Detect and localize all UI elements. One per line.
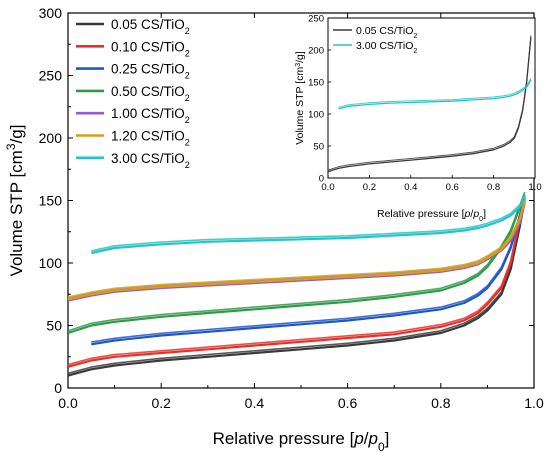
main-series-group	[68, 191, 526, 377]
y-tick-label: 300	[39, 5, 63, 21]
main-plot: 0.0 0.2 0.4 0.6 0.8 1.0 0 50 100 150 200 250 300 Rela…	[4, 5, 544, 454]
series-desorption-3-00-cs-tio2	[91, 194, 526, 252]
inset-x-tick-label: 0.2	[363, 182, 376, 193]
inset-y-tick-label: 50	[313, 142, 324, 153]
inset-series-group	[328, 35, 532, 173]
inset-x-axis-title: Relative pressure [p/p0]	[377, 208, 486, 223]
main-legend: 0.05 CS/TiO2 0.10 CS/TiO2 0.25 CS/TiO2 0.50…	[76, 17, 190, 170]
inset-legend-label: 3.00 CS/TiO2	[356, 40, 417, 55]
legend-label: 0.10 CS/TiO2	[111, 39, 190, 58]
y-tick-label: 250	[39, 68, 63, 84]
y-tick-label: 100	[39, 255, 63, 271]
inset-series-line-3-00-cs-tio2	[338, 79, 532, 110]
series-desorption-1-20-cs-tio2	[68, 198, 526, 298]
inset-y-tick-label: 200	[308, 46, 324, 57]
legend-label: 3.00 CS/TiO2	[111, 151, 190, 170]
series-line-0-10-cs-tio2	[68, 197, 526, 368]
series-desorption-0-25-cs-tio2	[91, 195, 526, 343]
series-line-1-20-cs-tio2	[68, 200, 526, 301]
series-desorption-0-05-cs-tio2	[68, 198, 526, 375]
legend-label: 0.05 CS/TiO2	[111, 17, 190, 36]
inset-y-tick-label: 100	[308, 110, 324, 121]
inset-y-tick-label: 0	[319, 174, 324, 185]
inset-series-desorption-3-00-cs-tio2	[338, 78, 532, 108]
legend-label: 1.00 CS/TiO2	[111, 106, 190, 125]
series-desorption-0-50-cs-tio2	[68, 191, 526, 332]
legend-label: 1.20 CS/TiO2	[111, 129, 190, 148]
inset-y-tick-label: 150	[308, 78, 324, 89]
x-tick-label: 0.2	[151, 395, 171, 411]
inset-x-tick-label: 0.4	[404, 182, 417, 193]
y-axis-title: Volume STP [cm3/g]	[4, 125, 26, 277]
inset-plot: 0.0 0.2 0.4 0.6 0.8 1.0 0 50 100 150 200 250 Relativ…	[294, 14, 542, 223]
x-tick-label: 0.0	[58, 395, 78, 411]
legend-label: 0.50 CS/TiO2	[111, 84, 190, 103]
x-tick-label: 1.0	[524, 395, 544, 411]
inset-x-tick-label: 0.0	[321, 182, 334, 193]
x-tick-label: 0.6	[338, 395, 358, 411]
y-tick-label: 0	[54, 380, 62, 396]
inset-x-tick-label: 0.6	[446, 182, 459, 193]
series-line-3-00-cs-tio2	[91, 196, 526, 255]
y-tick-label: 150	[39, 193, 63, 209]
series-line-0-25-cs-tio2	[91, 197, 526, 346]
legend-label: 0.25 CS/TiO2	[111, 62, 190, 81]
inset-series-desorption-0-05-cs-tio2	[328, 35, 532, 171]
x-tick-label: 0.8	[431, 395, 451, 411]
series-desorption-0-10-cs-tio2	[68, 195, 526, 366]
y-tick-label: 50	[46, 318, 62, 334]
inset-y-axis-title: Volume STP [cm3/g]	[294, 51, 306, 145]
inset-legend-label: 0.05 CS/TiO2	[356, 25, 417, 40]
inset-x-tick-label: 1.0	[528, 182, 541, 193]
inset-x-tick-label: 0.8	[487, 182, 500, 193]
y-tick-label: 200	[39, 130, 63, 146]
x-axis-title: Relative pressure [p/p0]	[213, 429, 390, 454]
inset-y-tick-label: 250	[308, 14, 324, 25]
x-tick-label: 0.4	[245, 395, 265, 411]
